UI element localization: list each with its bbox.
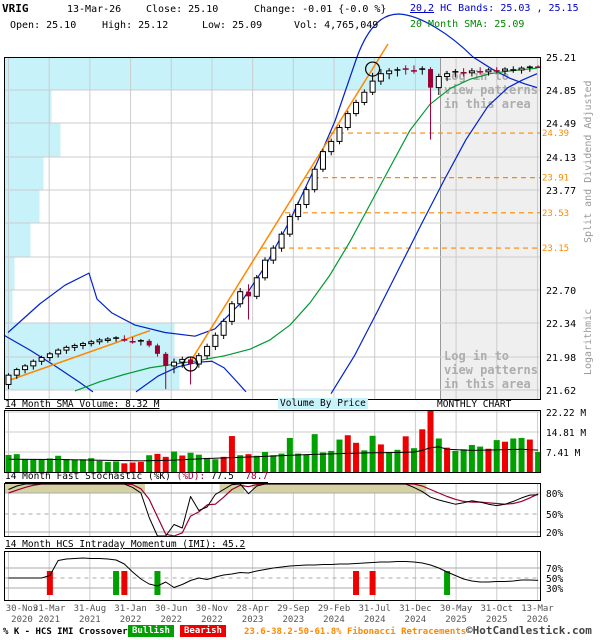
bearish-badge: Bearish [180,625,226,637]
hc-bands-link[interactable]: 20,2 [410,3,435,14]
svg-text:24.49: 24.49 [546,119,576,130]
sma-header-label: 20 Month SMA: 25.09 [410,19,525,30]
svg-text:2025: 2025 [486,615,508,625]
svg-text:80%: 80% [546,489,563,500]
svg-text:Log in to: Log in to [444,69,509,83]
crossover-legend-label: % K - HCS IMI Crossover, [3,627,134,637]
svg-text:31-Dec: 31-Dec [399,604,432,614]
svg-text:22.34: 22.34 [546,319,576,330]
svg-text:30-Nov: 30-Nov [6,604,39,614]
svg-text:7.41 M: 7.41 M [546,448,581,459]
svg-text:2023: 2023 [242,615,264,625]
svg-text:22.70: 22.70 [546,286,576,297]
svg-text:31-Jan: 31-Jan [114,604,147,614]
svg-text:2024: 2024 [323,615,345,625]
svg-text:31-Jul: 31-Jul [358,604,391,614]
svg-text:31-Mar: 31-Mar [33,604,66,614]
change-label: Change: -0.01 {-0.0 %} [254,4,387,15]
svg-text:14.81 M: 14.81 M [546,428,586,439]
svg-text:24.13: 24.13 [546,153,576,164]
svg-text:50%: 50% [546,510,563,521]
high-label: High: 25.12 [102,20,169,31]
svg-text:20%: 20% [546,528,563,539]
svg-text:24.85: 24.85 [546,86,576,97]
copyright-link[interactable]: ©HotCandlestick.com [466,624,592,637]
symbol-label: VRIG [2,2,29,15]
svg-text:23.15: 23.15 [542,244,569,254]
svg-text:23.53: 23.53 [542,209,569,219]
volume-by-price-label[interactable]: Volume By Price [278,398,368,409]
stochastic-d-value: 78.7 [239,471,269,482]
close-label: Close: 25.10 [146,4,219,15]
stochastic-panel-title: 14 Month Fast Stochastic (%K) (%D): 77.5… [5,471,269,483]
svg-text:22.22 M: 22.22 M [546,408,586,419]
svg-text:2021: 2021 [38,615,60,625]
svg-text:30-Jun: 30-Jun [155,604,188,614]
bullish-badge: Bullish [128,625,174,637]
svg-text:Logarithmic: Logarithmic [583,309,594,375]
svg-text:25.21: 25.21 [546,53,576,64]
svg-text:2026: 2026 [527,615,549,625]
stochastic-title-main: 14 Month Fast Stochastic (%K) [5,471,177,482]
svg-text:23.91: 23.91 [542,174,569,184]
hc-bands-label: 20,2 HC Bands: 25.03 , 25.15 [410,3,579,15]
svg-text:21.62: 21.62 [546,386,576,397]
svg-text:in this area: in this area [444,377,531,391]
hc-bands-values: HC Bands: 25.03 , 25.15 [434,3,579,14]
svg-text:2024: 2024 [364,615,386,625]
svg-text:70%: 70% [546,564,563,575]
svg-text:view patterns: view patterns [444,83,538,97]
svg-text:24.39: 24.39 [542,129,569,139]
stochastic-title-d: (%D): [176,471,206,482]
stochastic-k-value: 77.5 [205,471,240,482]
monthly-chart-label: MONTHLY CHART [437,399,512,410]
svg-text:Split and Dividend Adjusted: Split and Dividend Adjusted [583,80,594,243]
svg-text:31-Aug: 31-Aug [74,604,107,614]
svg-text:2021: 2021 [79,615,101,625]
svg-text:28-Apr: 28-Apr [236,604,269,614]
svg-text:30-May: 30-May [440,604,473,614]
svg-text:30-Nov: 30-Nov [196,604,229,614]
svg-text:31-Oct: 31-Oct [481,604,514,614]
svg-text:2024: 2024 [405,615,427,625]
imi-panel-title: 14 Month HCS Intraday Momentum (IMI): 45… [5,539,246,550]
svg-text:50%: 50% [546,574,563,585]
svg-text:2025: 2025 [445,615,467,625]
svg-text:in this area: in this area [444,97,531,111]
fibonacci-legend-label: 23.6-38.2-50-61.8% Fibonacci Retracement… [244,627,467,637]
open-label: Open: 25.10 [10,20,77,31]
svg-text:21.98: 21.98 [546,353,576,364]
svg-text:30%: 30% [546,584,563,595]
svg-text:2022: 2022 [201,615,223,625]
volume-panel-title: 14 Month SMA Volume: 8.32 M [5,399,160,410]
vol-label: Vol: 4,765,049 [294,20,379,31]
low-label: Low: 25.09 [202,20,263,31]
svg-text:29-Feb: 29-Feb [318,604,351,614]
svg-text:Log in to: Log in to [444,349,509,363]
date-label: 13-Mar-26 [67,4,122,15]
svg-text:23.77: 23.77 [546,186,576,197]
svg-text:2020: 2020 [11,615,33,625]
svg-text:13-Mar: 13-Mar [521,604,554,614]
svg-text:view patterns: view patterns [444,363,538,377]
svg-text:29-Sep: 29-Sep [277,604,310,614]
svg-text:2022: 2022 [160,615,182,625]
svg-text:2023: 2023 [282,615,304,625]
svg-text:2022: 2022 [120,615,142,625]
